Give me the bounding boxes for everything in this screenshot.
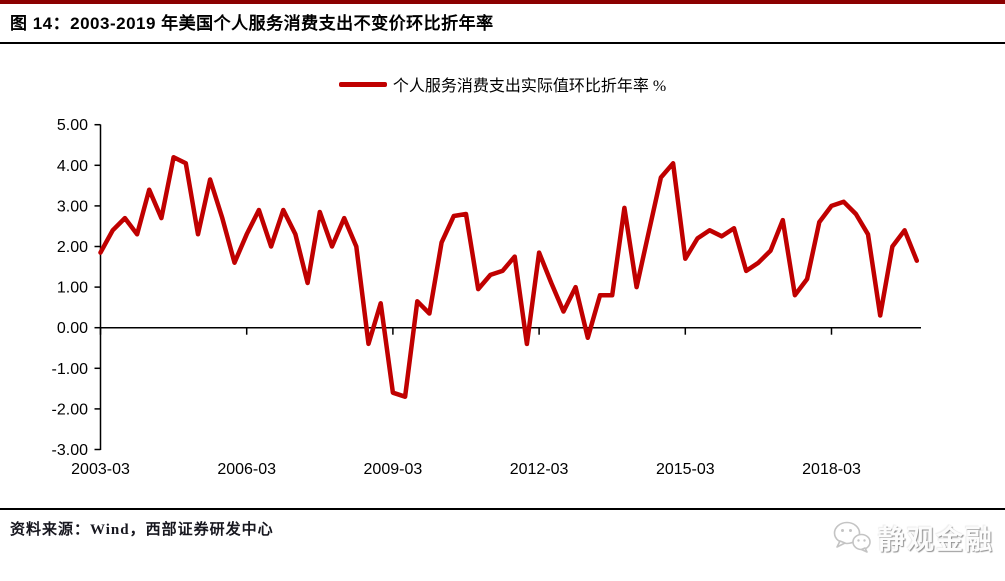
x-tick-label: 2003-03: [71, 461, 130, 478]
brand-logo-text: 静观金融: [878, 525, 994, 555]
brand-logo: 静观金融: [832, 518, 994, 557]
x-tick-label: 2015-03: [656, 461, 715, 478]
y-tick-label: -1.00: [52, 361, 89, 378]
y-tick-label: 4.00: [57, 158, 88, 175]
y-tick-label: -3.00: [52, 442, 89, 459]
y-tick-label: 5.00: [57, 117, 88, 134]
y-tick-label: 2.00: [57, 239, 88, 256]
y-tick-label: -2.00: [52, 401, 89, 418]
title-divider: [0, 42, 1005, 44]
source-note: 资料来源：Wind，西部证券研发中心: [10, 522, 274, 538]
chart-legend: 个人服务消费支出实际值环比折年率 %: [0, 72, 1005, 96]
y-tick-label: 0.00: [57, 320, 88, 337]
y-tick-label: 1.00: [57, 280, 88, 297]
chart-title: 图 14：2003-2019 年美国个人服务消费支出不变价环比折年率: [10, 14, 494, 33]
y-tick-label: 3.00: [57, 198, 88, 215]
series-line: [98, 154, 920, 399]
x-tick-label: 2009-03: [364, 461, 423, 478]
x-tick-label: 2012-03: [510, 461, 569, 478]
x-tick-label: 2018-03: [802, 461, 861, 478]
footer-divider: [0, 508, 1005, 510]
wechat-icon: [833, 521, 871, 553]
legend-label: 个人服务消费支出实际值环比折年率 %: [392, 78, 667, 95]
legend-line-swatch: [338, 81, 387, 87]
x-tick-label: 2006-03: [217, 461, 276, 478]
top-border-rule: [0, 0, 1005, 4]
